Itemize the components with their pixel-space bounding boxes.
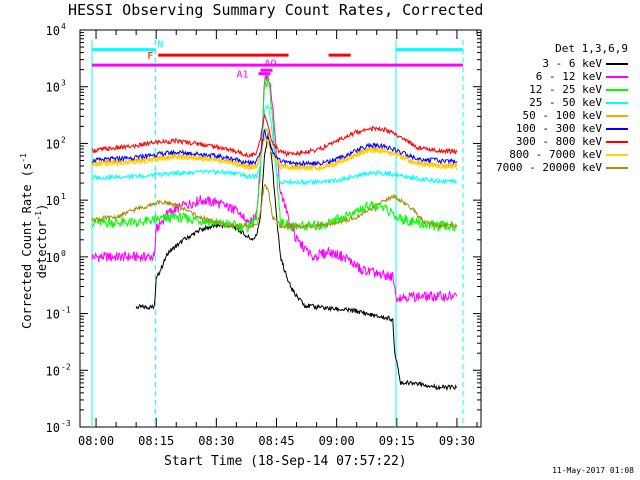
y-tick-exponent: 1	[61, 192, 66, 201]
legend-entry: 50 - 100 keV	[480, 109, 628, 122]
flag-label: A1	[236, 70, 248, 81]
series-line-6	[91, 113, 458, 158]
legend-entry: 300 - 800 keV	[480, 135, 628, 148]
legend-entry: 6 - 12 keV	[480, 70, 628, 83]
series-line-2	[91, 75, 458, 234]
x-tick-label: 09:30	[439, 434, 475, 448]
series-line-0	[135, 132, 458, 392]
legend-swatch	[606, 101, 628, 104]
legend-swatch	[606, 140, 628, 143]
y-tick-exponent: -2	[61, 362, 71, 371]
legend-entry-label: 6 - 12 keV	[535, 70, 602, 83]
legend-entry-label: 7000 - 20000 keV	[496, 161, 602, 174]
y-axis-label: Corrected Count Rate (s-1 detector-1)	[19, 153, 49, 329]
timestamp: 11-May-2017 01:08	[552, 466, 634, 475]
legend-swatch	[606, 166, 628, 169]
legend-swatch	[606, 75, 628, 78]
x-tick-label: 08:30	[198, 434, 234, 448]
legend-swatch	[606, 88, 628, 91]
legend-entry: 3 - 6 keV	[480, 57, 628, 70]
y-tick-exponent: 0	[61, 249, 66, 258]
legend-entry-label: 800 - 7000 keV	[509, 148, 602, 161]
y-tick-label: 10	[46, 364, 60, 378]
flag-label: N	[157, 40, 163, 51]
legend-entry: 800 - 7000 keV	[480, 148, 628, 161]
y-tick-label: 10	[46, 421, 60, 435]
legend-entry: 12 - 25 keV	[480, 83, 628, 96]
y-tick-label: 10	[46, 251, 60, 265]
legend-entry: 25 - 50 keV	[480, 96, 628, 109]
legend-entry-label: 3 - 6 keV	[542, 57, 602, 70]
legend-title: Det 1,3,6,9	[555, 42, 628, 55]
y-tick-label: 10	[46, 308, 60, 322]
series-line-7	[92, 134, 458, 173]
x-tick-label: 08:45	[258, 434, 294, 448]
y-tick-label: 10	[46, 24, 60, 38]
legend-entry-label: 100 - 300 keV	[515, 122, 602, 135]
plot-frame	[79, 29, 482, 428]
y-tick-exponent: 3	[61, 79, 66, 88]
y-tick-exponent: 2	[61, 135, 66, 144]
legend-swatch	[606, 153, 628, 156]
y-tick-label: 10	[46, 81, 60, 95]
series-line-5	[91, 129, 458, 168]
y-tick-exponent: -3	[61, 419, 71, 428]
legend-entry-label: 12 - 25 keV	[529, 83, 602, 96]
y-tick-label: 10	[46, 137, 60, 151]
legend-entry: 7000 - 20000 keV	[480, 161, 628, 174]
legend-entry-label: 300 - 800 keV	[515, 135, 602, 148]
x-tick-label: 09:15	[379, 434, 415, 448]
legend-swatch	[606, 127, 628, 130]
flag-label: AO	[264, 58, 276, 69]
x-tick-label: 08:00	[78, 434, 114, 448]
x-tick-label: 08:15	[138, 434, 174, 448]
legend-swatch	[606, 62, 628, 65]
legend-entry-label: 50 - 100 keV	[522, 109, 602, 122]
flag-label: F	[147, 51, 153, 62]
legend-entry: 100 - 300 keV	[480, 122, 628, 135]
series-line-8	[91, 183, 458, 231]
y-tick-exponent: -1	[61, 306, 71, 315]
x-tick-label: 09:00	[319, 434, 355, 448]
y-tick-exponent: 4	[61, 22, 66, 31]
y-tick-label: 10	[46, 194, 60, 208]
legend: Det 1,3,6,9 3 - 6 keV 6 - 12 keV 12 - 25 k…	[480, 42, 628, 174]
x-axis-label: Start Time (18-Sep-14 07:57:22)	[164, 454, 407, 469]
legend-entry-label: 25 - 50 keV	[529, 96, 602, 109]
legend-swatch	[606, 114, 628, 117]
series-line-1	[91, 74, 458, 304]
chart-title: HESSI Observing Summary Count Rates, Cor…	[68, 1, 484, 19]
